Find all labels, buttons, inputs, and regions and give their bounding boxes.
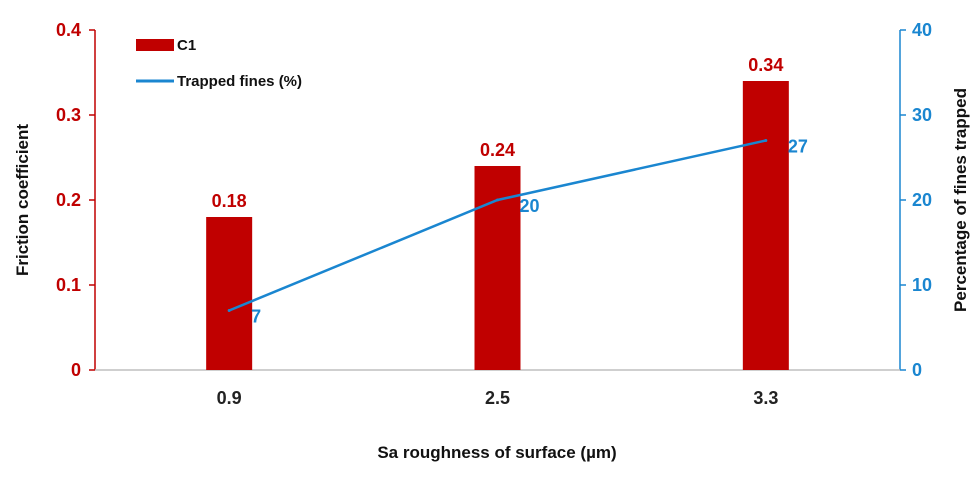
bar-data-label: 0.34 bbox=[748, 55, 783, 75]
y-tick-label-left: 0.3 bbox=[56, 105, 81, 125]
y-tick-label-left: 0.4 bbox=[56, 20, 81, 40]
x-tick-label: 0.9 bbox=[217, 388, 242, 408]
data-labels: 0.18 0.24 0.34 7 20 27 bbox=[212, 55, 808, 327]
bar-series bbox=[206, 81, 789, 370]
y-axis-title-right: Percentage of fines trapped bbox=[951, 88, 970, 312]
y-tick-label-left: 0.2 bbox=[56, 190, 81, 210]
y-tick-label-right: 40 bbox=[912, 20, 932, 40]
x-tick-label: 3.3 bbox=[753, 388, 778, 408]
x-axis-title: Sa roughness of surface (µm) bbox=[377, 443, 616, 462]
line-data-label: 7 bbox=[251, 307, 261, 327]
legend-label-line: Trapped fines (%) bbox=[177, 73, 302, 90]
bar-data-label: 0.24 bbox=[480, 140, 515, 160]
y-tick-label-right: 10 bbox=[912, 275, 932, 295]
legend: C1 Trapped fines (%) bbox=[136, 37, 302, 90]
line-point bbox=[227, 309, 231, 312]
y-tick-label-left: 0 bbox=[71, 360, 81, 380]
line-data-label: 20 bbox=[520, 196, 540, 216]
legend-swatch-bar bbox=[136, 39, 174, 51]
y-tick-label-right: 30 bbox=[912, 105, 932, 125]
y-tick-label-left: 0.1 bbox=[56, 275, 81, 295]
x-tick-label: 2.5 bbox=[485, 388, 510, 408]
legend-label-bar: C1 bbox=[177, 37, 196, 54]
line-point bbox=[764, 139, 768, 142]
y-axis-title-left: Friction coefficient bbox=[13, 124, 32, 276]
line-point bbox=[496, 198, 499, 202]
line-data-label: 27 bbox=[788, 137, 808, 157]
line-series bbox=[227, 139, 768, 312]
bar-data-label: 0.18 bbox=[212, 191, 247, 211]
y-tick-label-right: 0 bbox=[912, 360, 922, 380]
bar bbox=[206, 217, 253, 370]
y-tick-label-right: 20 bbox=[912, 190, 932, 210]
bar bbox=[742, 81, 789, 370]
